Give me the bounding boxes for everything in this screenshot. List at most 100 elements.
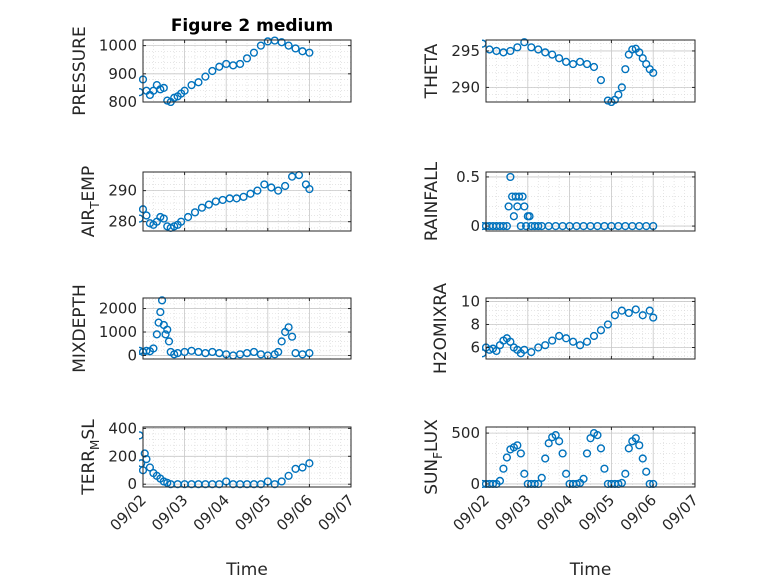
data-point (621, 469, 630, 478)
data-point (516, 221, 525, 231)
y-tick-label: 500 (451, 424, 480, 442)
data-point (582, 337, 592, 346)
data-point (516, 449, 525, 458)
y-tick-label: 295 (451, 42, 480, 60)
data-point (596, 326, 606, 335)
data-point (614, 90, 623, 99)
data-point (628, 45, 637, 54)
data-point (534, 343, 543, 352)
y-axis-label-subscript: T (88, 201, 102, 210)
data-point (551, 431, 560, 440)
data-point (161, 330, 170, 339)
subplot-rainfall: 0 0.5 RAINFALL (422, 161, 696, 241)
data-point (509, 212, 518, 221)
data-point (201, 72, 210, 81)
data-point (631, 434, 640, 443)
data-point (638, 54, 647, 63)
y-axis-label-part: EMP (79, 166, 99, 202)
axes-box (485, 39, 696, 103)
y-tick-label: 280 (108, 213, 137, 231)
y-tick-label: 290 (108, 182, 137, 200)
data-point (159, 83, 168, 93)
y-axis-label: PRESSURE (70, 26, 90, 115)
data-point (156, 307, 165, 317)
data-point (274, 186, 283, 195)
axes-box (485, 171, 696, 232)
y-axis-label-part: TERR (79, 450, 99, 496)
data-point (541, 341, 550, 350)
data-point (305, 459, 314, 468)
data-point (163, 325, 172, 334)
y-tick-label: 0.5 (456, 168, 480, 186)
data-point (270, 480, 279, 489)
y-tick-label: 290 (451, 78, 480, 96)
subplot-air_temp: 280 290 AIRTEMP (79, 166, 352, 237)
data-point (521, 221, 531, 231)
data-point (502, 221, 512, 231)
y-axis-label: AIRTEMP (79, 166, 102, 237)
subplot-theta: 290 295 THETA (422, 38, 696, 106)
y-axis-label-part: LUX (422, 419, 442, 452)
data-point (649, 313, 658, 322)
y-tick-label: 200 (108, 447, 137, 465)
data-point (284, 323, 293, 332)
data-point (256, 41, 265, 50)
data-point (631, 305, 640, 314)
data-point (555, 54, 564, 63)
data-point (140, 449, 149, 458)
data-point (621, 65, 630, 74)
data-point (520, 202, 529, 211)
data-markers (482, 38, 658, 106)
data-point (183, 212, 193, 222)
y-tick-label: 0 (470, 217, 480, 235)
axes-box (485, 426, 696, 488)
data-point (208, 66, 217, 76)
data-point (260, 180, 269, 189)
x-axis-label: Time (225, 560, 268, 580)
data-point (544, 439, 553, 448)
y-tick-label: 0 (127, 475, 137, 493)
x-axis-label: Time (569, 560, 612, 580)
subplot-mixdepth: 0 1000 2000 MIXDEPTH (70, 284, 352, 373)
data-point (267, 183, 276, 192)
data-point (215, 480, 224, 489)
y-tick-label: 800 (108, 93, 137, 111)
y-tick-label: 2000 (99, 300, 137, 318)
data-point (548, 336, 557, 345)
y-tick-label: 900 (108, 65, 137, 83)
data-point (190, 208, 200, 217)
data-point (495, 476, 505, 485)
data-point (649, 68, 658, 77)
data-point (277, 337, 286, 346)
data-point (635, 441, 644, 450)
data-point (492, 346, 501, 356)
data-point (506, 337, 515, 346)
data-point (582, 59, 592, 69)
data-point (242, 54, 252, 63)
data-point (506, 172, 515, 182)
y-axis-label: RAINFALL (422, 161, 442, 241)
y-axis-label-subscript: M (88, 440, 102, 450)
y-tick-label: 1000 (99, 323, 137, 341)
data-point (593, 431, 602, 440)
y-tick-label: 10 (461, 292, 480, 310)
data-point (520, 469, 529, 478)
data-point (287, 332, 297, 341)
y-tick-label: 8 (470, 315, 480, 333)
data-point (596, 444, 606, 453)
y-axis-label: TERRMSL (79, 419, 102, 496)
data-point (514, 192, 524, 201)
data-point (617, 83, 626, 92)
data-point (562, 469, 571, 478)
data-point (617, 478, 626, 488)
data-point (246, 189, 255, 198)
y-axis-label: MIXDEPTH (70, 284, 90, 373)
data-point (589, 62, 599, 72)
data-point (284, 471, 293, 480)
data-markers (482, 305, 658, 358)
data-point (305, 48, 314, 57)
data-point (555, 437, 564, 446)
data-point (157, 296, 167, 305)
axes-box (485, 297, 696, 360)
